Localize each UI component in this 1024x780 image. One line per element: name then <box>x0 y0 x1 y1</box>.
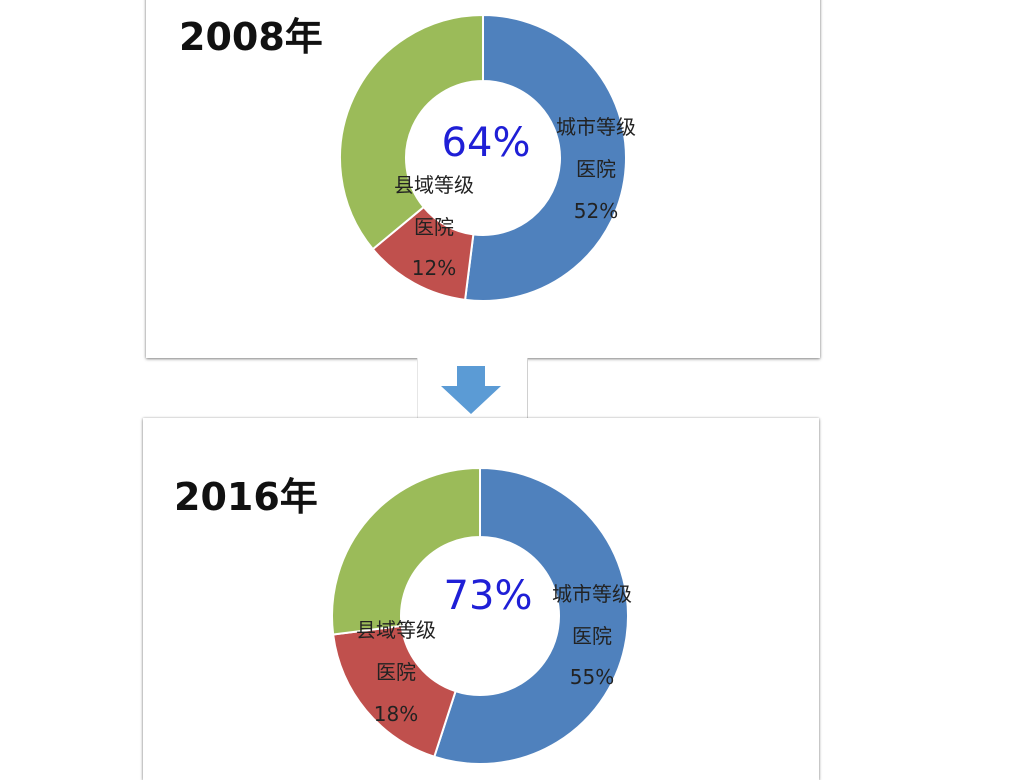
county-pct-label-2016: 18% <box>374 702 418 726</box>
chart-title-2008: 2008年 <box>179 15 323 59</box>
slice-other-2008 <box>339 13 484 251</box>
county-label-line2-2016: 医院 <box>376 660 416 684</box>
city-label-line2-2008: 医院 <box>576 157 616 181</box>
center-value-2008: 64% <box>442 120 531 166</box>
city-label-line2-2016: 医院 <box>572 624 612 648</box>
city-pct-label-2008: 52% <box>574 199 618 223</box>
arrow-down-icon <box>441 366 501 414</box>
slice-city-2008 <box>463 13 627 302</box>
county-label-line1-2008: 县域等级 <box>394 173 474 197</box>
donut-2016-slices <box>331 466 629 765</box>
slice-county-2016 <box>332 624 457 759</box>
slice-other-2016 <box>331 466 481 636</box>
arrow-shape <box>441 366 501 414</box>
city-label-line1-2008: 城市等级 <box>556 115 636 139</box>
county-pct-label-2008: 12% <box>412 256 456 280</box>
donut-2008-slices <box>339 13 627 302</box>
center-value-2016: 73% <box>444 573 533 619</box>
county-label-line1-2016: 县域等级 <box>356 618 436 642</box>
county-label-line2-2008: 医院 <box>414 215 454 239</box>
slice-city-2016 <box>433 466 629 765</box>
chart-title-2016: 2016年 <box>174 475 318 519</box>
city-pct-label-2016: 55% <box>570 665 614 689</box>
city-label-line1-2016: 城市等级 <box>552 582 632 606</box>
